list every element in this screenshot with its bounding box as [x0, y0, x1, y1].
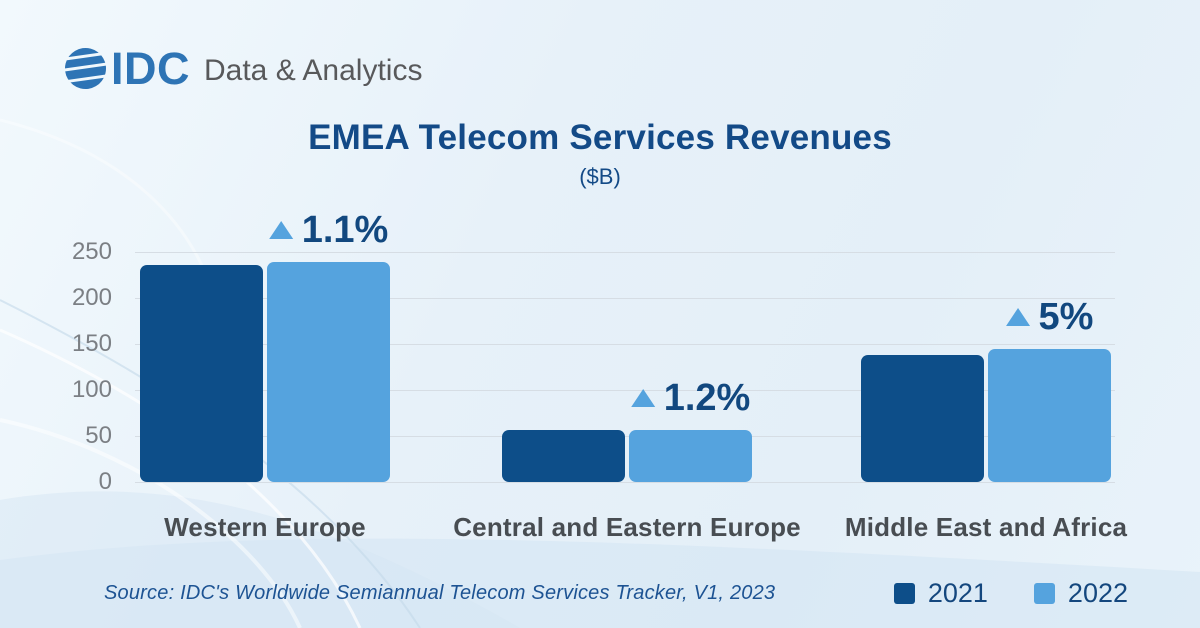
up-triangle-icon	[1005, 307, 1030, 326]
x-axis-label-central-and-eastern-europe: Central and Eastern Europe	[453, 512, 801, 542]
gridline-0	[135, 482, 1115, 483]
y-tick-label-0: 0	[98, 468, 112, 495]
y-tick-label-50: 50	[85, 422, 112, 449]
page-title: EMEA Telecom Services Revenues	[308, 118, 892, 157]
gridline-250	[135, 252, 1115, 253]
y-tick-label-250: 250	[71, 238, 112, 265]
y-tick-label-100: 100	[71, 376, 112, 403]
x-axis-label-middle-east-and-africa: Middle East and Africa	[844, 512, 1128, 542]
growth-annotation-western-europe: 1.1%	[268, 209, 389, 252]
idc-globe-icon	[64, 47, 107, 90]
x-axis-label-western-europe: Western Europe	[164, 512, 366, 542]
legend-label-2021: 2021	[927, 578, 988, 608]
y-axis: 0 50 100 150 200 250	[50, 238, 112, 495]
idc-wordmark: IDC	[111, 43, 190, 94]
legend-swatch-2021	[893, 583, 915, 604]
legend-item-2022: 2022	[1033, 578, 1128, 609]
gridline-150	[135, 344, 1115, 345]
bar-2021-western-europe	[140, 264, 263, 482]
bar-2022-middle-east-and-africa	[988, 348, 1111, 482]
legend-item-2021: 2021	[893, 578, 988, 609]
gridline-50	[135, 436, 1115, 437]
gridline-200	[135, 298, 1115, 299]
growth-value: 1.2%	[663, 376, 751, 419]
bar-2022-western-europe	[267, 262, 390, 482]
bar-group-middle-east-and-africa: 5%	[861, 252, 1111, 482]
growth-annotation-middle-east-and-africa: 5%	[1005, 295, 1094, 338]
legend: 2021 2022	[893, 578, 1128, 609]
legend-label-2022: 2022	[1067, 578, 1128, 608]
plot-area: 1.1% Western Europe 1.2% Central and Easter…	[135, 211, 1127, 542]
legend-swatch-2022	[1033, 583, 1055, 604]
growth-value: 1.1%	[301, 209, 389, 252]
y-tick-label-200: 200	[71, 284, 112, 311]
page-subtitle: ($B)	[579, 164, 621, 189]
bar-2021-middle-east-and-africa	[861, 355, 984, 482]
gridline-100	[135, 390, 1115, 391]
growth-value: 5%	[1038, 295, 1094, 338]
logo-suffix-text: Data & Analytics	[204, 53, 423, 87]
bar-2022-central-and-eastern-europe	[629, 429, 752, 482]
source-note: Source: IDC's Worldwide Semiannual Telec…	[104, 582, 776, 604]
growth-annotation-central-and-eastern-europe: 1.2%	[630, 376, 751, 419]
bar-group-central-and-eastern-europe: 1.2%	[502, 252, 752, 482]
up-triangle-icon	[630, 388, 655, 407]
bar-group-western-europe: 1.1%	[140, 211, 390, 482]
y-tick-label-150: 150	[71, 330, 112, 357]
brand-logo: IDC Data & Analytics	[64, 46, 422, 91]
bar-2021-central-and-eastern-europe	[502, 430, 625, 482]
up-triangle-icon	[268, 221, 293, 240]
